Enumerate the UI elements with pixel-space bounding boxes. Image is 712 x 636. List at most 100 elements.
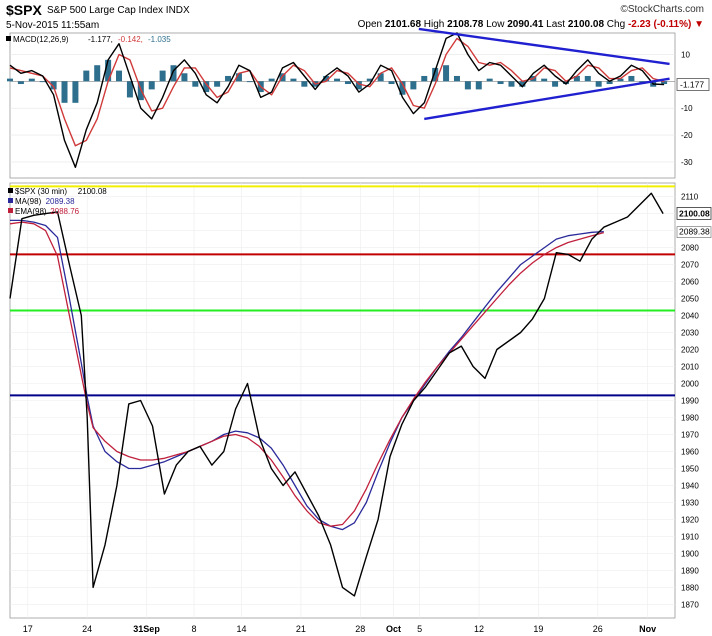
open-label: Open — [357, 19, 383, 30]
price-ytick-label: 1980 — [681, 413, 699, 422]
price-ytick-label: 2040 — [681, 312, 699, 321]
macd-histogram-bar — [453, 75, 460, 82]
price-ytick-label: 1950 — [681, 464, 699, 473]
price-xtick-label: 5 — [417, 624, 422, 634]
price-ytick-label: 2030 — [681, 329, 699, 338]
macd-legend-swatch-0 — [6, 36, 11, 41]
low-value: 2090.41 — [507, 19, 544, 30]
macd-histogram-bar — [541, 78, 548, 82]
macd-ytick-label: -10 — [681, 104, 693, 113]
price-ytick-label: 2050 — [681, 295, 699, 304]
macd-histogram-bar — [61, 81, 68, 103]
price-legend-swatch-0 — [8, 188, 13, 193]
price-ytick-label: 2060 — [681, 278, 699, 287]
macd-legend-value-2: -1.035 — [148, 35, 171, 44]
macd-histogram-bar — [355, 81, 362, 90]
macd-histogram-bar — [94, 65, 101, 82]
price-xtick-label: 19 — [533, 624, 543, 634]
macd-histogram-bar — [334, 78, 341, 82]
macd-histogram-bar — [475, 81, 482, 90]
macd-histogram-bar — [7, 78, 13, 82]
macd-last-value-label: -1.177 — [680, 80, 704, 90]
price-xtick-label: 31Sep — [133, 624, 160, 634]
macd-histogram-bar — [225, 75, 232, 82]
macd-histogram-bar — [159, 70, 166, 82]
price-ytick-label: 1900 — [681, 549, 699, 558]
price-ytick-label: 2080 — [681, 244, 699, 253]
macd-histogram-bar — [235, 73, 242, 82]
macd-histogram-bar — [116, 70, 123, 82]
macd-histogram-bar — [323, 75, 330, 82]
price-ytick-label: 2110 — [681, 193, 699, 202]
macd-signal-line — [9, 37, 665, 147]
macd-histogram-bar — [486, 78, 493, 82]
price-xtick-label: Nov — [639, 624, 656, 634]
price-xtick-label: 12 — [474, 624, 484, 634]
macd-histogram-bar — [519, 81, 526, 87]
price-legend-label-0: $SPX (30 min) — [15, 187, 67, 196]
macd-line — [9, 32, 665, 168]
price-ytick-label: 1990 — [681, 397, 699, 406]
price-ytick-label: 1920 — [681, 515, 699, 524]
last-label: Last — [546, 19, 566, 30]
macd-histogram-bar — [72, 81, 79, 103]
open-value: 2101.68 — [384, 19, 422, 30]
macd-histogram-bar — [497, 81, 504, 85]
price-last-value-label: 2100.08 — [679, 208, 710, 218]
macd-histogram-bar — [617, 78, 624, 82]
price-xtick-label: 21 — [296, 624, 306, 634]
macd-histogram-bar — [366, 78, 373, 82]
low-label: Low — [486, 19, 505, 30]
macd-histogram-bar — [126, 81, 133, 98]
price-ytick-label: 1930 — [681, 498, 699, 507]
price-xtick-label: 8 — [192, 624, 197, 634]
ohlc-summary: Open 2101.68 High 2108.78 Low 2090.41 La… — [358, 19, 704, 30]
macd-histogram-bar — [573, 75, 580, 82]
ma98-line — [10, 219, 604, 531]
price-legend-swatch-1 — [8, 198, 13, 203]
macd-histogram-bar — [464, 81, 471, 90]
macd-histogram-bar — [301, 81, 308, 87]
brand-label: ©StockCharts.com — [620, 4, 704, 15]
price-legend-label-1: MA(98) — [15, 197, 42, 206]
high-value: 2108.78 — [447, 19, 484, 30]
price-legend-value-1: 2089.38 — [46, 197, 75, 206]
price-ytick-label: 1960 — [681, 447, 699, 456]
macd-histogram-bar — [508, 81, 515, 87]
macd-ytick-label: -20 — [681, 131, 693, 140]
macd-last-value-box — [676, 78, 710, 91]
macd-histogram-bar — [50, 81, 57, 90]
macd-trendline-0 — [418, 27, 670, 66]
macd-histogram-bar — [421, 75, 428, 82]
macd-histogram-bar — [443, 65, 450, 82]
macd-histogram-bar — [377, 73, 384, 82]
symbol-label: $SPX — [6, 2, 42, 18]
macd-ytick-label: -30 — [681, 158, 693, 167]
macd-histogram-bar — [606, 81, 613, 85]
price-xtick-label: Oct — [386, 624, 401, 634]
ma-last-value-label: 2089.38 — [679, 227, 710, 237]
macd-histogram-bar — [628, 75, 635, 82]
price-legend-label-2: EMA(98) — [15, 207, 47, 216]
macd-histogram-bar — [268, 78, 275, 82]
price-ytick-label: 1940 — [681, 481, 699, 490]
chg-value: -2.23 (-0.11%) — [627, 19, 692, 30]
timestamp: 5-Nov-2015 11:55am — [6, 20, 100, 31]
price-last-value-box — [676, 207, 712, 220]
price-legend-swatch-2 — [8, 208, 13, 213]
macd-histogram-bar — [432, 67, 439, 82]
price-ytick-label: 2010 — [681, 363, 699, 372]
macd-frame — [9, 32, 676, 179]
price-ytick-label: 1910 — [681, 532, 699, 541]
macd-histogram-bar — [192, 81, 199, 87]
last-value: 2100.08 — [567, 19, 605, 30]
macd-histogram-bar — [388, 81, 395, 85]
macd-histogram-bar — [399, 81, 406, 95]
macd-histogram-bar — [181, 73, 188, 82]
ema98-line — [9, 221, 604, 527]
macd-histogram-bar — [562, 81, 569, 85]
price-legend-value-2: 2088.76 — [50, 207, 79, 216]
price-ytick-label: 2070 — [681, 261, 699, 270]
